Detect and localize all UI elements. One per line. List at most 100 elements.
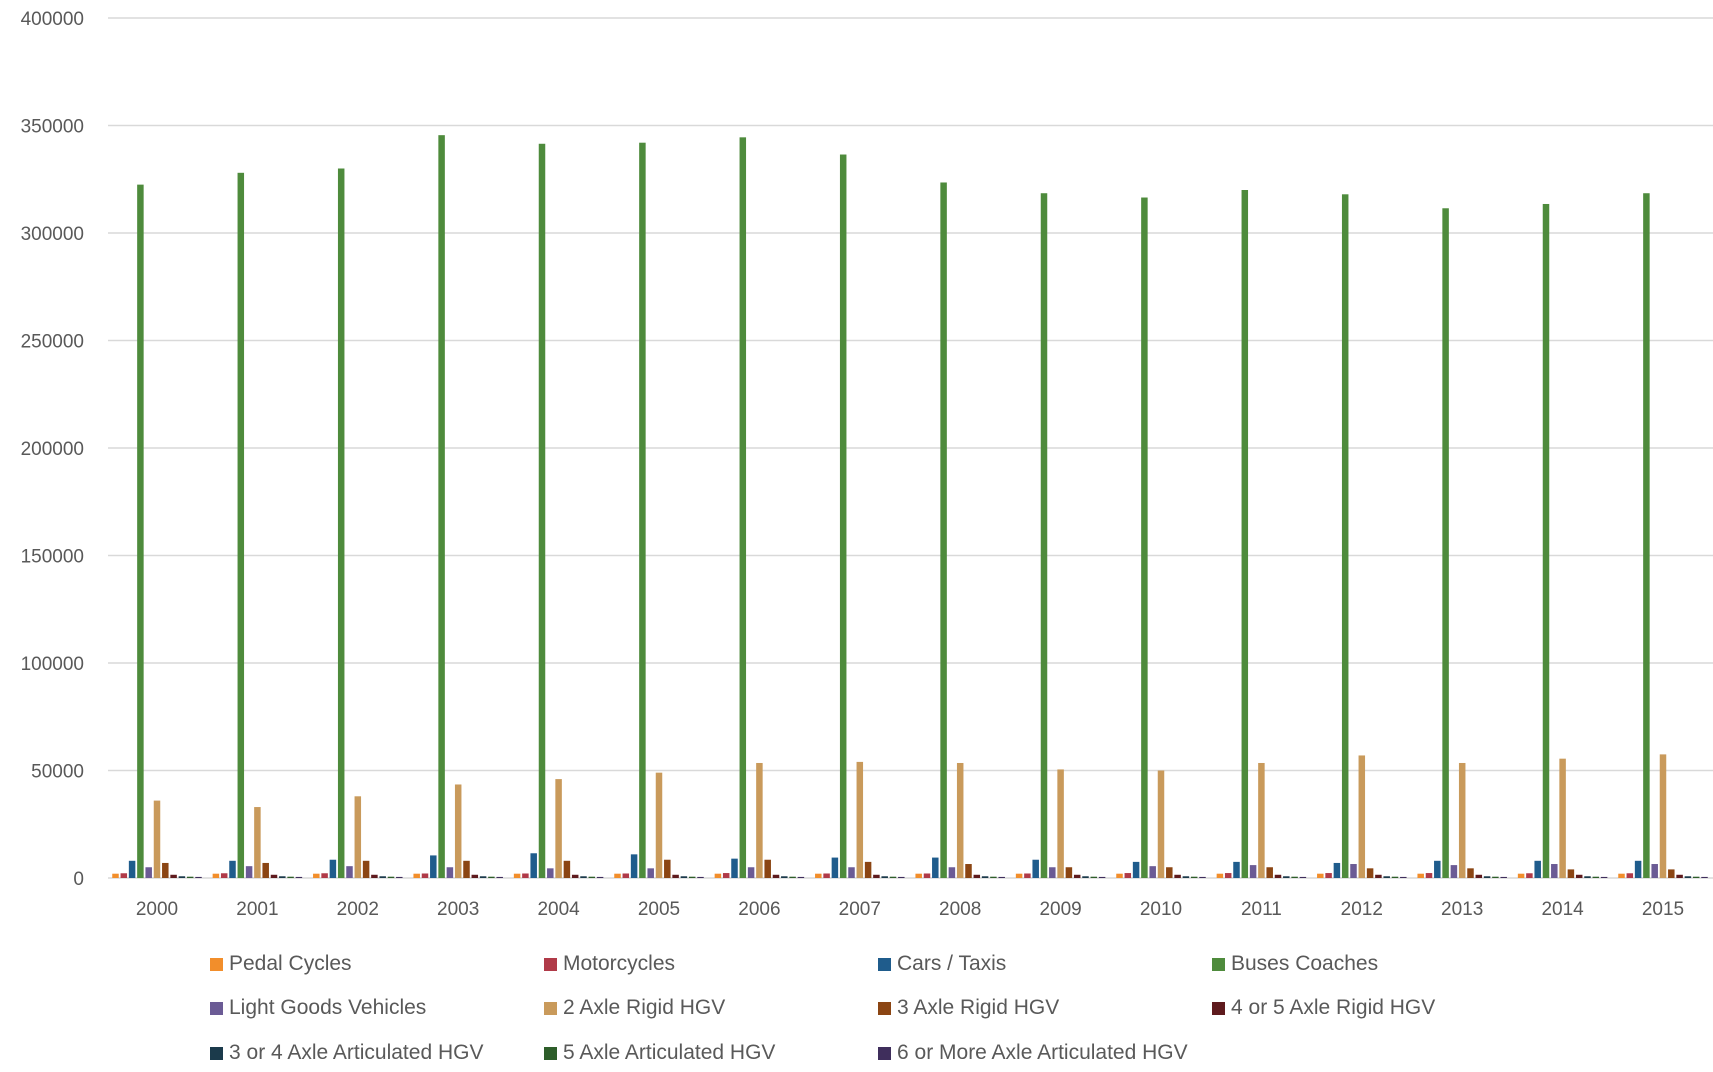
x-tick-label: 2015 — [1642, 899, 1684, 920]
bar — [153, 800, 161, 878]
bar — [337, 168, 345, 878]
y-tick-label: 200000 — [21, 439, 84, 460]
bar — [1073, 874, 1081, 878]
y-tick-label: 100000 — [21, 654, 84, 675]
legend-item: Pedal Cycles — [210, 952, 352, 976]
bar — [1032, 859, 1039, 878]
bar — [313, 873, 320, 878]
bar — [371, 874, 378, 878]
bar — [1233, 861, 1240, 879]
bar — [1500, 876, 1507, 878]
y-tick-label: 150000 — [21, 547, 84, 568]
y-tick-label: 400000 — [21, 9, 84, 30]
legend-item: 3 Axle Rigid HGV — [878, 996, 1059, 1020]
x-tick-label: 2003 — [437, 899, 479, 920]
legend-item: 6 or More Axle Articulated HGV — [878, 1041, 1188, 1065]
bar — [1551, 864, 1558, 878]
bar — [1065, 867, 1073, 878]
legend-label: 3 or 4 Axle Articulated HGV — [229, 1041, 484, 1064]
bar — [688, 876, 696, 878]
legend-item: Light Goods Vehicles — [210, 996, 426, 1020]
bar — [1166, 867, 1173, 878]
bar — [1149, 866, 1156, 878]
bar — [245, 866, 253, 878]
bar — [915, 873, 922, 878]
x-tick-label: 2002 — [337, 899, 379, 920]
bar — [128, 860, 136, 878]
bar — [1391, 876, 1399, 878]
legend-swatch — [878, 1001, 891, 1015]
bar — [1274, 874, 1282, 878]
legend-label: 4 or 5 Axle Rigid HGV — [1231, 996, 1436, 1019]
bar — [178, 876, 186, 878]
bar — [513, 873, 521, 878]
bar — [295, 876, 303, 878]
bar — [1643, 193, 1650, 879]
bar — [739, 137, 747, 878]
bar — [664, 859, 671, 878]
bar — [1241, 190, 1249, 878]
legend-item: 3 or 4 Axle Articulated HGV — [210, 1041, 483, 1065]
bar — [530, 853, 537, 878]
legend-swatch — [544, 1001, 557, 1015]
bar — [488, 876, 495, 878]
bar — [1299, 876, 1307, 878]
legend-swatch — [1212, 1001, 1225, 1015]
bar — [981, 876, 989, 878]
bar — [430, 855, 437, 878]
bar — [362, 860, 370, 878]
bar — [446, 867, 454, 878]
bar — [1492, 876, 1499, 878]
bar — [463, 860, 470, 878]
bar — [1333, 862, 1341, 878]
bar — [270, 874, 278, 878]
bar — [1634, 860, 1642, 878]
x-tick-label: 2004 — [537, 899, 580, 920]
bar — [772, 874, 780, 878]
legend-swatch — [878, 957, 891, 971]
bar — [421, 873, 429, 878]
bar — [547, 868, 554, 878]
bar — [622, 873, 630, 878]
bar — [237, 172, 245, 879]
bar — [956, 762, 964, 878]
legend-swatch — [210, 957, 223, 971]
bar — [1317, 873, 1324, 878]
bar — [254, 807, 261, 878]
x-tick-label: 2005 — [638, 899, 680, 920]
legend: Pedal Cycles Motorcycles Cars / Taxis Buses… — [210, 952, 1550, 1072]
x-axis-tick-labels: 2000 2001 2002 2003 2004 2005 2006 2007 2008 2009… — [136, 899, 1684, 920]
legend-item: Cars / Taxis — [878, 952, 1006, 976]
bar — [655, 772, 663, 878]
bar — [287, 876, 294, 878]
bar — [538, 143, 546, 878]
bar — [722, 873, 730, 878]
bar — [321, 873, 328, 878]
bar — [137, 184, 144, 879]
y-tick-label: 50000 — [31, 762, 84, 783]
bar — [1651, 864, 1658, 878]
bar — [1517, 873, 1525, 878]
bar — [1224, 873, 1232, 878]
bar — [998, 876, 1005, 878]
bar — [1701, 876, 1708, 878]
x-tick-label: 2011 — [1241, 899, 1282, 920]
bar — [990, 876, 997, 878]
legend-item: 4 or 5 Axle Rigid HGV — [1212, 996, 1435, 1020]
bar — [1400, 876, 1407, 878]
bar — [1325, 873, 1332, 878]
bar — [1182, 876, 1190, 878]
bar — [797, 876, 805, 878]
x-tick-label: 2013 — [1441, 899, 1483, 920]
bar — [789, 876, 796, 878]
legend-swatch — [878, 1046, 891, 1060]
x-tick-label: 2001 — [236, 899, 278, 920]
legend-swatch — [544, 1046, 557, 1060]
y-tick-label: 250000 — [21, 332, 84, 353]
bar — [731, 858, 738, 878]
bar — [764, 859, 771, 878]
bar — [220, 873, 228, 878]
bar — [479, 876, 487, 878]
bar — [756, 762, 763, 878]
legend-label: 3 Axle Rigid HGV — [897, 996, 1060, 1019]
